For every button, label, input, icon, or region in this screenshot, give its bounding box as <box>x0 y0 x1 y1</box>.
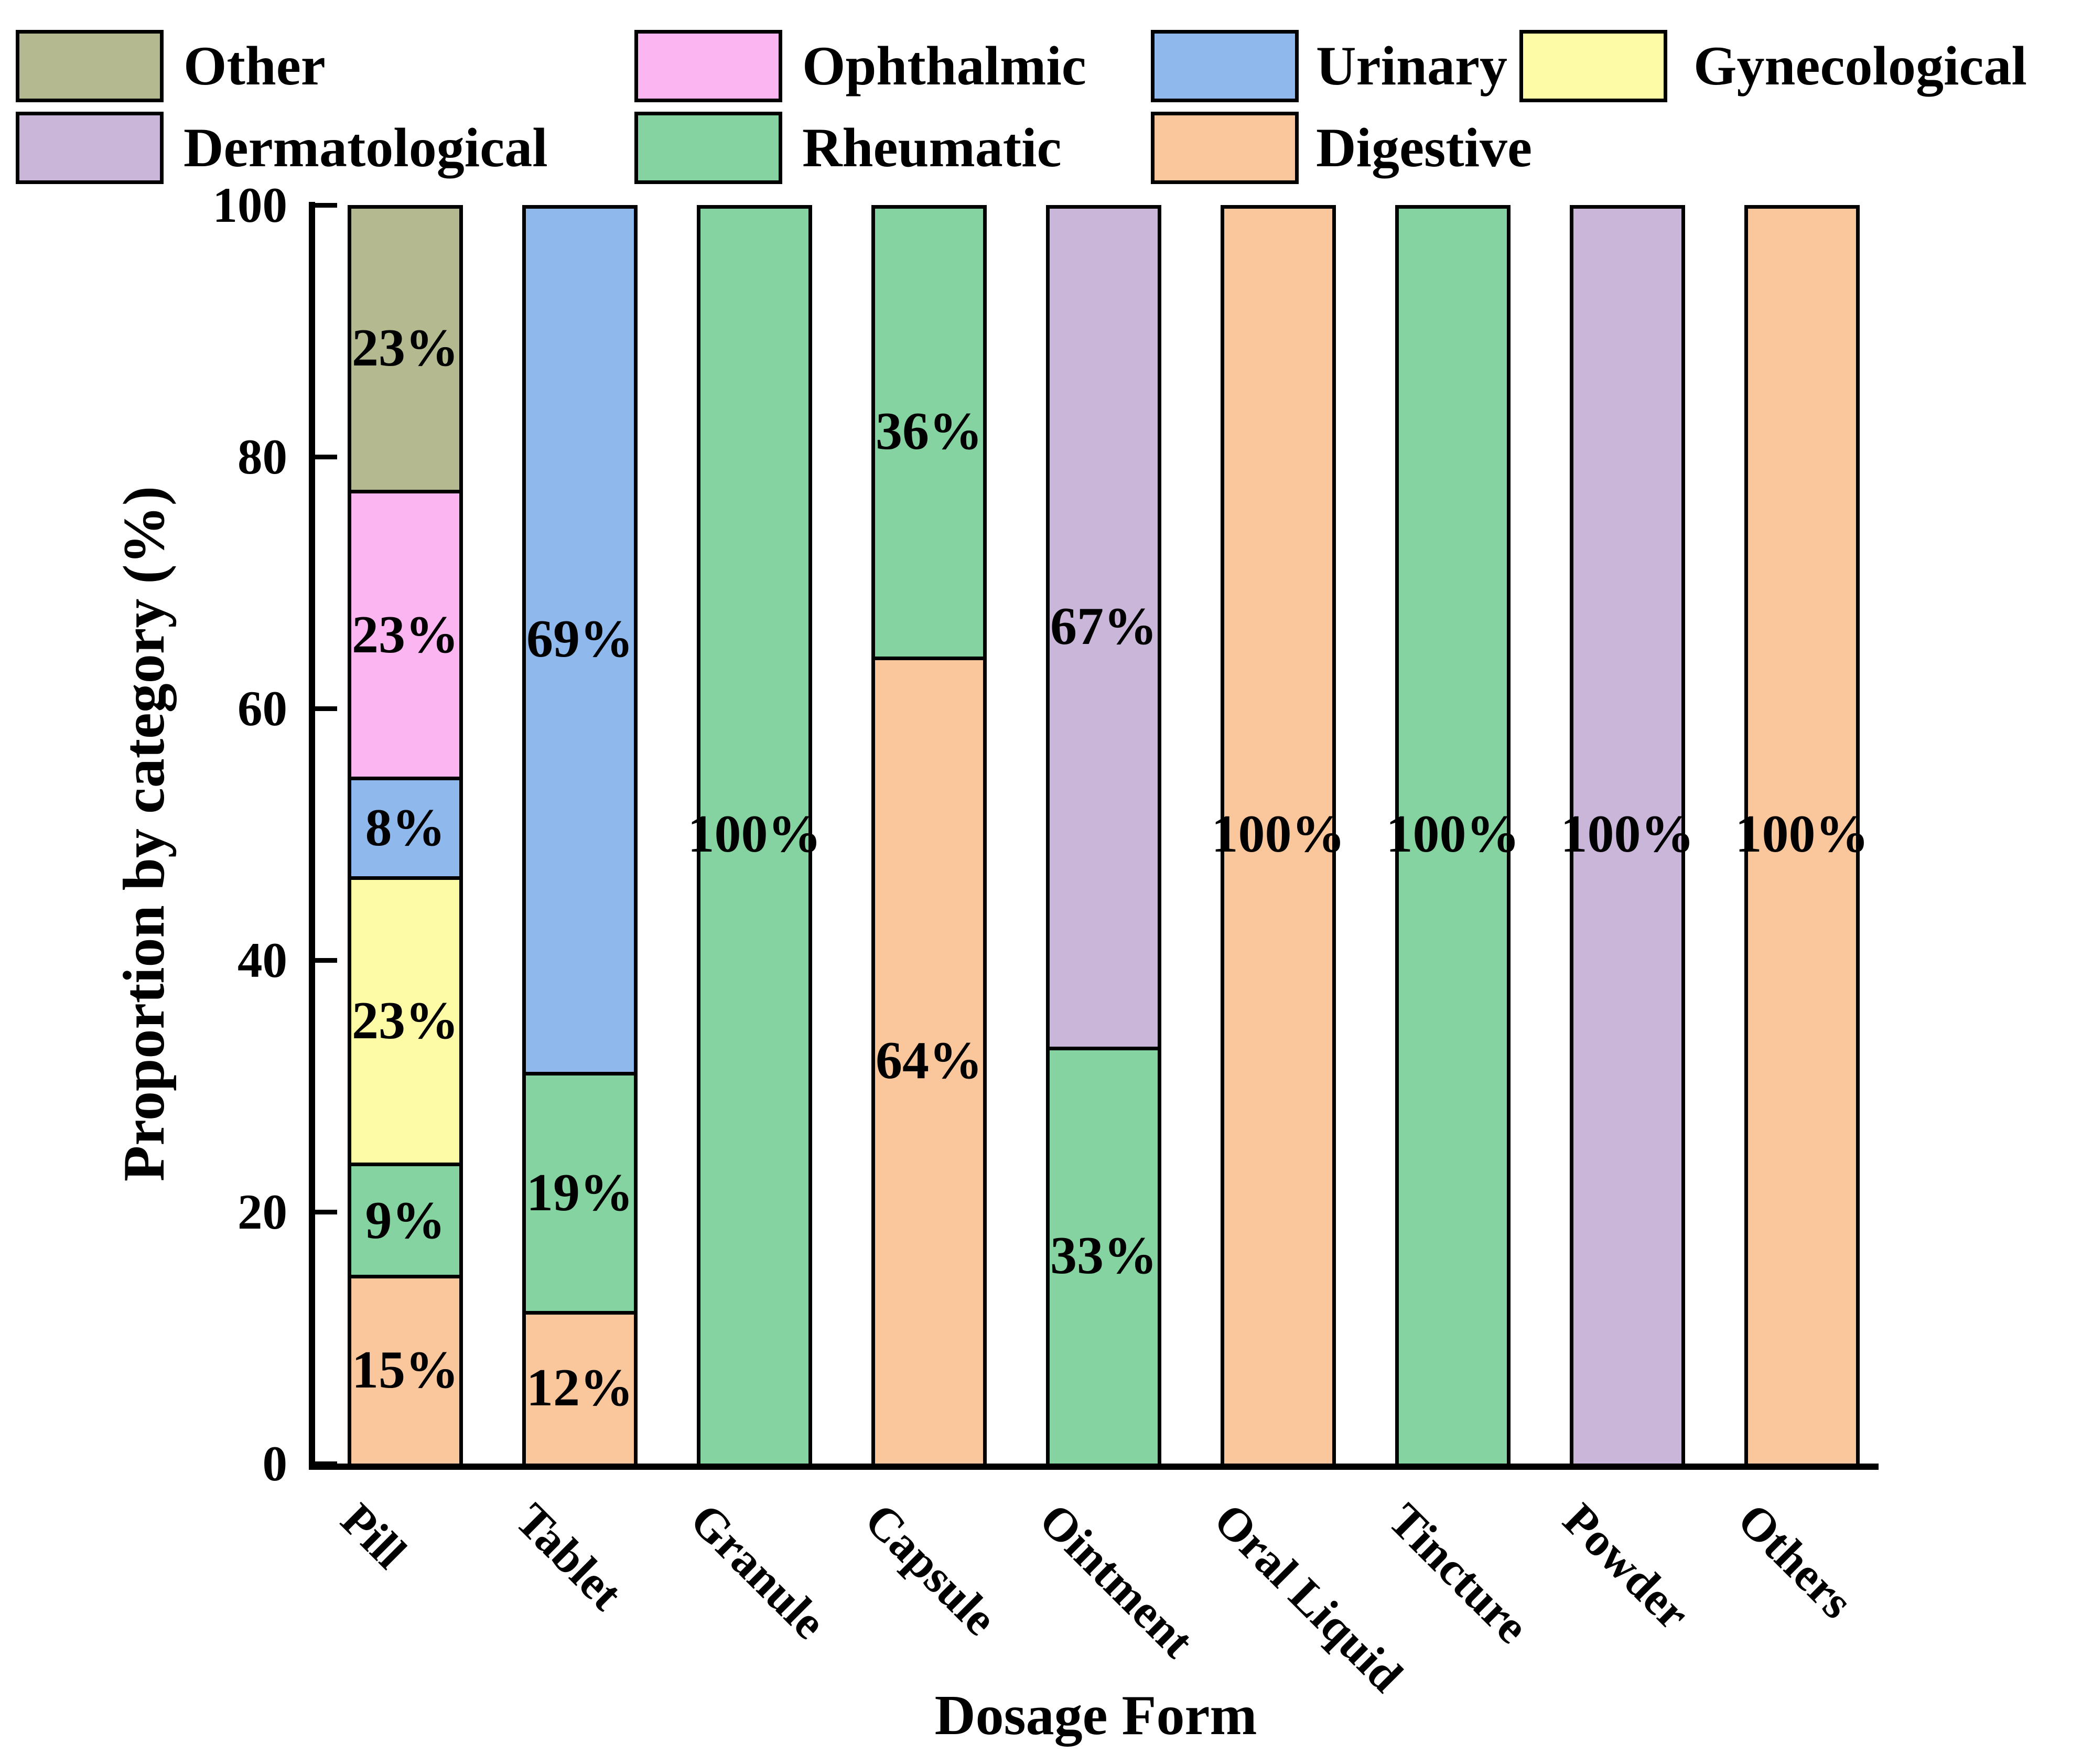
x-tick-label-granule: Granule <box>680 1493 836 1649</box>
segment-label: 100% <box>1560 804 1695 864</box>
bar-segment-rheumatic <box>348 1164 463 1277</box>
legend-swatch-ophthalmic <box>634 30 782 102</box>
segment-divider <box>348 876 463 880</box>
y-tick-label: 100 <box>212 177 288 233</box>
segment-label: 23% <box>352 991 459 1051</box>
segment-label: 100% <box>1386 804 1520 864</box>
legend-label-digestive: Digestive <box>1316 117 1533 178</box>
x-tick-label-tincture: Tincture <box>1378 1493 1539 1654</box>
bar-segment-rheumatic <box>1046 1048 1161 1464</box>
segment-label: 9% <box>365 1190 446 1250</box>
bar-segment-rheumatic <box>871 205 987 658</box>
y-tick-mark <box>312 1209 337 1214</box>
segment-label: 100% <box>1735 804 1869 864</box>
segment-label: 8% <box>365 798 446 858</box>
bar-outline-tablet <box>522 205 638 1467</box>
segment-label: 15% <box>352 1340 459 1400</box>
segment-label: 19% <box>526 1163 633 1222</box>
segment-divider <box>348 490 463 494</box>
legend-label-urinary: Urinary <box>1316 35 1508 96</box>
bar-outline-others <box>1744 205 1860 1467</box>
bar-outline-granule <box>697 205 812 1467</box>
bar-outline-pill <box>348 205 463 1467</box>
segment-label: 12% <box>526 1358 633 1417</box>
segment-label: 100% <box>1211 804 1345 864</box>
y-tick-mark <box>312 454 337 459</box>
segment-label: 67% <box>1050 597 1157 656</box>
legend-label-dermatological: Dermatological <box>184 117 548 178</box>
segment-label: 64% <box>876 1031 983 1090</box>
x-tick-label-others: Others <box>1728 1493 1863 1629</box>
segment-label: 23% <box>352 605 459 664</box>
bar-segment-digestive <box>348 1276 463 1464</box>
legend-swatch-urinary <box>1151 30 1299 102</box>
segment-divider <box>871 656 987 660</box>
x-tick-label-capsule: Capsule <box>855 1493 1007 1645</box>
bar-outline-capsule <box>871 205 987 1467</box>
y-tick-label: 20 <box>238 1184 287 1240</box>
bar-segment-urinary <box>522 205 638 1073</box>
y-axis-spine <box>309 202 315 1470</box>
x-axis-title: Dosage Form <box>934 1684 1257 1747</box>
x-tick-label-powder: Powder <box>1553 1493 1700 1640</box>
bar-outline-powder <box>1570 205 1685 1467</box>
bar-segment-gynecological <box>348 878 463 1165</box>
y-tick-label: 80 <box>238 428 287 485</box>
legend-label-other: Other <box>184 35 326 96</box>
bar-outline-tincture <box>1395 205 1511 1467</box>
segment-label: 69% <box>526 609 633 669</box>
y-tick-label: 0 <box>262 1435 288 1491</box>
segment-divider <box>522 1071 638 1075</box>
segment-label: 36% <box>876 402 983 461</box>
legend-swatch-digestive <box>1151 112 1299 184</box>
bar-segment-dermatological <box>1570 205 1685 1464</box>
segment-label: 100% <box>687 804 822 864</box>
bar-segment-rheumatic <box>697 205 812 1464</box>
y-tick-mark <box>312 706 337 711</box>
legend-swatch-gynecological <box>1519 30 1667 102</box>
segment-label: 23% <box>352 318 459 378</box>
bar-outline-oral-liquid <box>1221 205 1336 1467</box>
legend-label-ophthalmic: Ophthalmic <box>802 35 1086 96</box>
x-tick-label-oral-liquid: Oral Liquid <box>1204 1493 1412 1702</box>
y-tick-mark <box>312 958 337 963</box>
bar-outline-ointment <box>1046 205 1161 1467</box>
segment-divider <box>348 1275 463 1279</box>
segment-divider <box>348 1163 463 1167</box>
bar-segment-other <box>348 205 463 492</box>
bar-segment-rheumatic <box>522 1073 638 1313</box>
bar-segment-digestive <box>1744 205 1860 1464</box>
y-tick-label: 40 <box>238 932 287 988</box>
legend-swatch-other <box>16 30 164 102</box>
legend-label-rheumatic: Rheumatic <box>802 117 1062 178</box>
legend-swatch-dermatological <box>16 112 164 184</box>
bar-segment-dermatological <box>1046 205 1161 1048</box>
x-tick-label-ointment: Ointment <box>1029 1493 1204 1668</box>
y-tick-label: 60 <box>238 680 287 736</box>
y-tick-mark <box>312 1461 337 1466</box>
x-tick-label-tablet: Tablet <box>505 1493 632 1620</box>
segment-divider <box>522 1310 638 1315</box>
legend-swatch-rheumatic <box>634 112 782 184</box>
y-axis-title: Proportion by category (%) <box>112 486 177 1182</box>
segment-divider <box>348 776 463 780</box>
bar-segment-digestive <box>871 658 987 1464</box>
bar-segment-urinary <box>348 778 463 878</box>
bar-segment-digestive <box>1221 205 1336 1464</box>
y-tick-mark <box>312 202 337 208</box>
bar-segment-rheumatic <box>1395 205 1511 1464</box>
bar-segment-digestive <box>522 1313 638 1464</box>
legend-label-gynecological: Gynecological <box>1693 35 2027 96</box>
segment-label: 33% <box>1050 1226 1157 1285</box>
segment-divider <box>1046 1046 1161 1050</box>
bar-segment-ophthalmic <box>348 491 463 779</box>
x-tick-label-pill: Pill <box>331 1493 416 1579</box>
